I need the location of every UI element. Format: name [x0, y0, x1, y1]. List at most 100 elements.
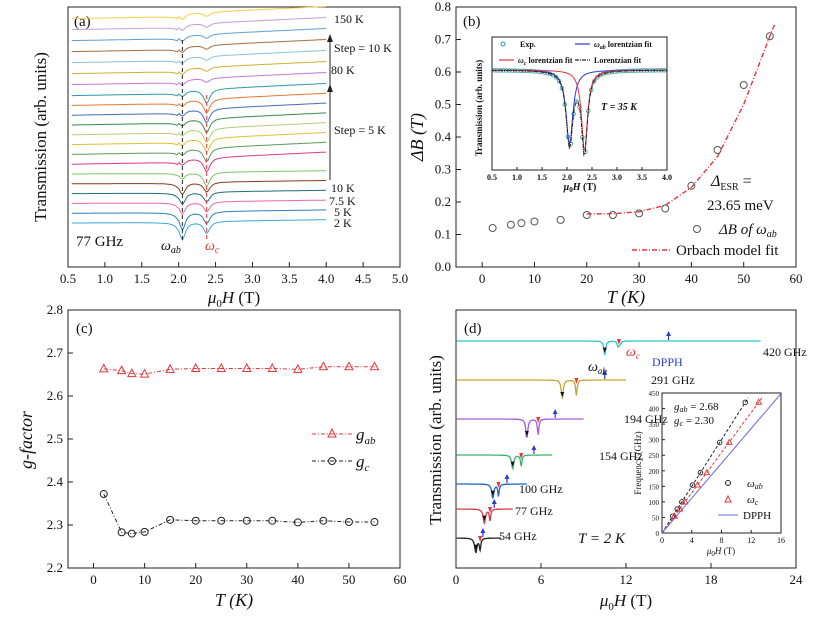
a-trace: [71, 219, 327, 241]
inset-b-legend-ab-sub: ab: [600, 45, 606, 51]
b-x-tick-label: 10: [528, 271, 541, 286]
gab-point: [190, 362, 201, 372]
d-omega-ab-marker: [482, 515, 487, 521]
d-omega-c-marker: [478, 536, 483, 542]
d-mu-sub: 0: [608, 601, 614, 613]
gab-point: [139, 368, 150, 378]
legend-delta-b-sub: ab: [767, 229, 777, 240]
inset-d-y-tick-label: 50: [652, 514, 660, 522]
a-trace: [71, 83, 327, 104]
b-y-tick-label: 0.7: [435, 32, 452, 47]
inset-d-legend-c-sub: c: [755, 498, 759, 507]
panel-a-frame: [67, 6, 401, 268]
inset-b-legend-exp-marker: [500, 41, 506, 47]
c-x-tick-label: 30: [240, 572, 253, 587]
legend-marker-delta-b: [693, 225, 701, 233]
inset-b-x-tick-label: 0.5: [487, 173, 497, 182]
gab-point: [98, 363, 109, 373]
c-x-tick-label: 0: [90, 572, 97, 587]
d-dpph-marker-head: [666, 331, 671, 336]
a-x-tick-label: 1.5: [134, 271, 150, 286]
c-y-tick-label: 2.8: [47, 302, 63, 317]
a-x-tick-label: 4.5: [355, 271, 371, 286]
a-x-tick-label: 2.0: [171, 271, 187, 286]
inset-b-temp-label: T = 35 K: [601, 102, 638, 113]
panel-a-label: (a): [74, 14, 91, 30]
a-trace: [71, 92, 327, 114]
inset-b-unit: (T): [581, 182, 597, 193]
panel-d-label: (d): [464, 321, 482, 337]
frequency-label-77ghz: 77 GHz: [76, 234, 123, 250]
gc-point: [268, 516, 277, 525]
a-trace: [71, 17, 327, 31]
d-trace: [456, 454, 553, 471]
inset-b-x-tick-label: 1.0: [512, 173, 522, 182]
gab-point: [293, 363, 303, 373]
a-trace: [71, 6, 327, 20]
legend-gc-main: g: [356, 452, 365, 471]
delta-b-point: [765, 32, 774, 41]
inset-d-marks: [661, 393, 782, 534]
delta-b-point: [488, 224, 497, 232]
d-trace: [456, 508, 513, 525]
panel-c-y-label: g-factor: [16, 410, 36, 469]
d-dpph-label: DPPH: [652, 355, 683, 369]
d-trace: [456, 379, 626, 400]
a-trace: [71, 209, 327, 232]
d-trace-label: 194 GHz: [624, 412, 668, 426]
delta-esr-label: ΔESR =: [710, 173, 752, 193]
inset-d-gc-sub: c: [680, 419, 684, 428]
panel-a: (a) 0.5 1.0 1.5 2.0 2.5 3.0 3.5 4.0 4.5 5.0 Trans…: [31, 6, 408, 310]
a-trace: [71, 199, 327, 215]
inset-b-x-tick-label: 3.5: [637, 173, 647, 182]
c-x-tick-label: 60: [394, 572, 407, 587]
inset-b-legend-ab-main: ω: [594, 40, 600, 49]
d-dpph-marker-head: [480, 528, 486, 533]
d-x-tick-label: 24: [790, 572, 804, 587]
inset-d-x-label: μ0H (T): [706, 546, 735, 558]
c-y-tick-label: 2.3: [47, 517, 63, 532]
legend-label-gc: gc: [356, 452, 370, 474]
inset-b-y-label: Transmission (arb. units): [474, 60, 484, 157]
step-arrowhead-upper: [327, 34, 333, 42]
inset-b-legend-exp: Exp.: [520, 40, 536, 49]
b-x-tick-label: 40: [685, 271, 698, 286]
inset-d-gc-annotation: gc = 2.30: [674, 415, 715, 428]
gc-point: [217, 516, 226, 525]
inset-d-gab-annotation: gab = 2.68: [674, 401, 719, 414]
d-x-tick-label: 12: [620, 572, 633, 587]
a-x-tick-label: 5.0: [392, 271, 408, 286]
inset-b-legend-c-sub: c: [524, 61, 527, 67]
c-x-tick-label: 50: [342, 572, 355, 587]
temp-label-2k: 2 K: [334, 216, 352, 230]
gc-point: [99, 490, 108, 499]
d-omega-ab-sub: ab: [598, 366, 608, 376]
inset-b-mu-sub: 0: [569, 186, 573, 194]
inset-d-y-label: Frequency (GHz): [633, 431, 643, 494]
d-omega-ab-marker: [490, 490, 495, 496]
inset-b-c-fit: [492, 69, 668, 151]
inset-d-c-point: [681, 497, 689, 505]
inset-d-unit: (T): [721, 546, 735, 556]
d-omega-ab-marker: [560, 392, 565, 397]
inset-d-legend-ab-main: ω: [747, 478, 755, 490]
delta-b-point: [687, 181, 696, 190]
c-y-tick-label: 2.5: [47, 431, 63, 446]
d-unit: (T): [626, 591, 652, 610]
panel-c-frame: [67, 309, 401, 569]
d-omega-c-marker: [536, 417, 541, 423]
d-trace: [456, 418, 584, 438]
inset-b-legend-ab: ωab lorentzian fit: [594, 40, 652, 51]
panel-d-x-label: μ0H (T): [599, 591, 652, 613]
inset-d-x-tick-label: 4: [690, 536, 694, 545]
inset-b-exp-point: [574, 99, 579, 104]
delta-b-point: [517, 219, 526, 228]
step-arrowhead-lower: [327, 84, 333, 92]
delta-b-point: [608, 211, 617, 219]
c-y-tick-label: 2.6: [47, 388, 64, 403]
c-x-tick-label: 40: [291, 572, 304, 587]
gc-point: [140, 527, 149, 536]
inset-d-gab-sub: ab: [680, 405, 688, 414]
mu-subscript: 0: [216, 298, 222, 310]
